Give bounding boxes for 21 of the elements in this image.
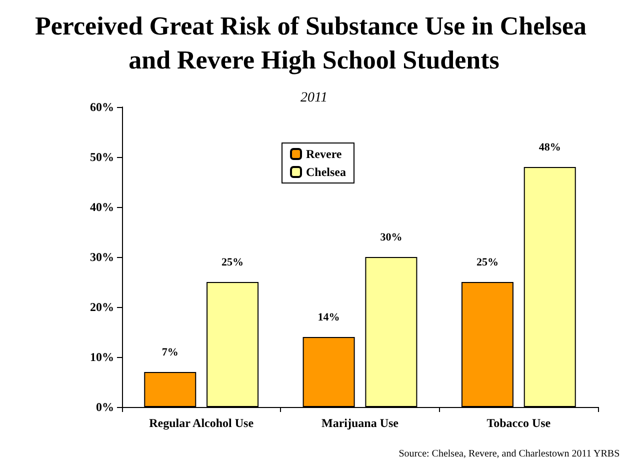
y-tick-label: 30% bbox=[90, 250, 114, 264]
x-tick-label: Tobacco Use bbox=[486, 416, 552, 430]
data-label: 7% bbox=[162, 346, 178, 358]
chart-subtitle: 2011 bbox=[300, 90, 328, 106]
data-label: 25% bbox=[476, 256, 498, 268]
y-tick-label: 40% bbox=[90, 200, 114, 214]
chart-title: Perceived Great Risk of Substance Use in Chelsea and Revere High School Students bbox=[35, 12, 593, 74]
source-note: Source: Chelsea, Revere, and Charlestown 2011 YRBS bbox=[398, 448, 620, 460]
data-label: 30% bbox=[380, 232, 402, 244]
y-tick-label: 50% bbox=[90, 150, 114, 164]
y-tick-label: 10% bbox=[90, 350, 114, 364]
y-tick-label: 20% bbox=[90, 300, 114, 314]
legend-label: Chelsea bbox=[306, 165, 346, 179]
data-label: 14% bbox=[318, 312, 340, 324]
y-tick-label: 60% bbox=[90, 100, 114, 114]
x-tick-label: Regular Alcohol Use bbox=[149, 416, 254, 430]
x-tick-label: Marijuana Use bbox=[322, 416, 400, 430]
y-tick-label: 0% bbox=[96, 400, 114, 414]
data-label: 48% bbox=[538, 142, 561, 154]
legend-label: Revere bbox=[306, 147, 342, 161]
data-label: 25% bbox=[222, 256, 244, 268]
